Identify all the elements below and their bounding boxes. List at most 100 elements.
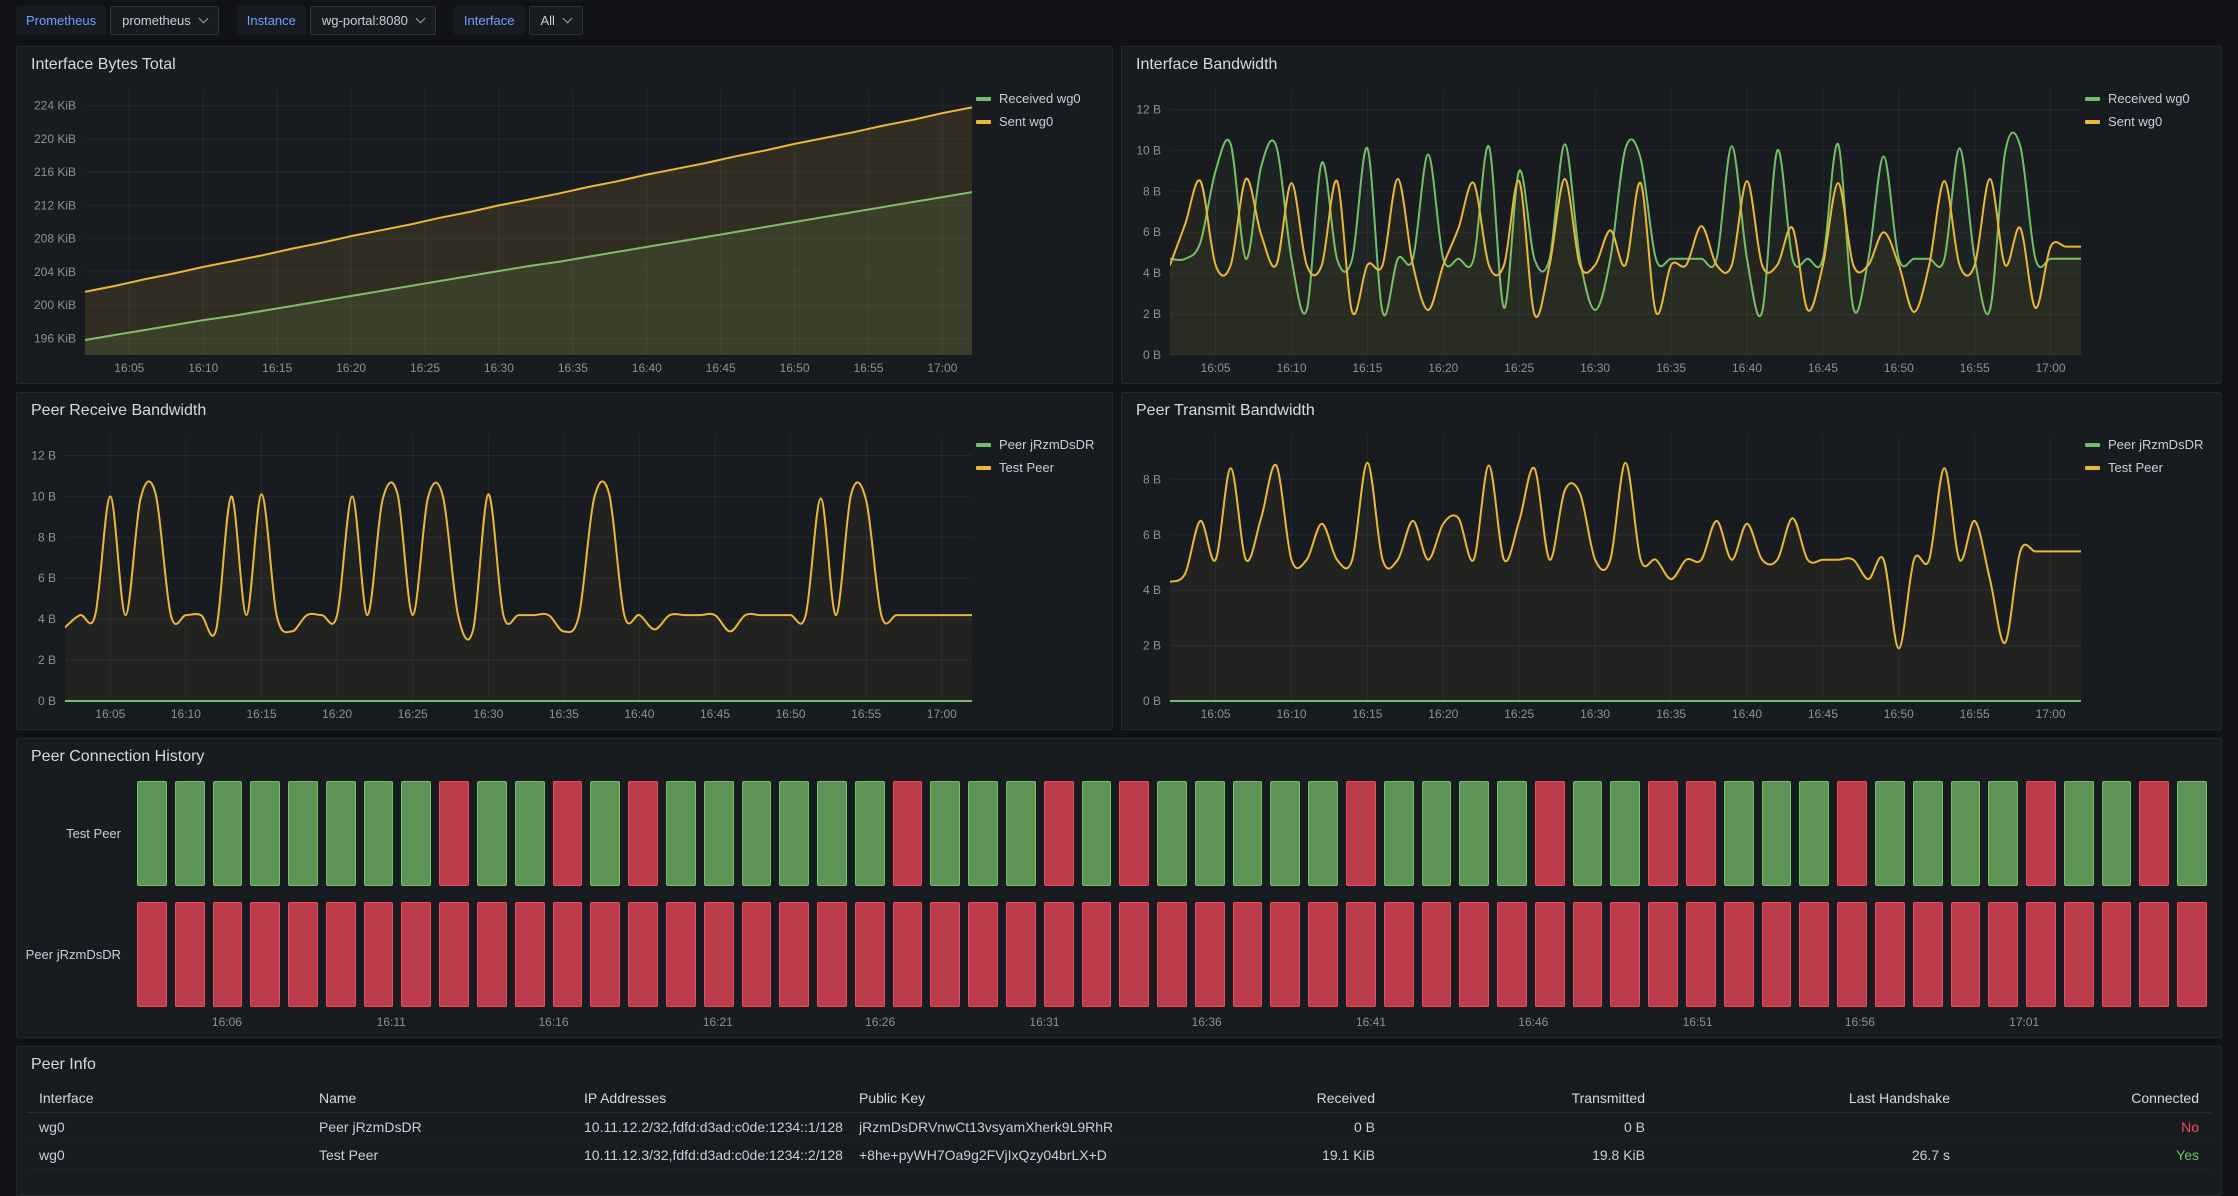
legend-item[interactable]: Sent wg0 bbox=[2085, 114, 2215, 129]
table-header-cell[interactable]: IP Addresses bbox=[584, 1089, 667, 1106]
legend-label: Peer jRzmDsDR bbox=[999, 437, 1095, 452]
timeline-state-bar bbox=[1799, 781, 1830, 886]
panel-interface-bytes-total: Interface Bytes Total 196 KiB 200 KiB 204 … bbox=[16, 46, 1113, 384]
timeline-state-bar bbox=[2026, 781, 2056, 886]
svg-text:8 B: 8 B bbox=[38, 530, 56, 544]
timeline-bars bbox=[137, 781, 2207, 886]
timeline-state-bar bbox=[1950, 781, 1981, 886]
variable-select-prometheus[interactable]: prometheus bbox=[110, 5, 219, 35]
svg-text:16:30: 16:30 bbox=[1580, 361, 1610, 375]
timeline-state-bar bbox=[1761, 902, 1792, 1007]
legend-item[interactable]: Sent wg0 bbox=[976, 114, 1106, 129]
table-header-cell[interactable]: Transmitted bbox=[1571, 1089, 1645, 1106]
table-header-cell[interactable]: Connected bbox=[2131, 1089, 2199, 1106]
legend-item[interactable]: Received wg0 bbox=[2085, 91, 2215, 106]
timeline-state-bar bbox=[1459, 902, 1490, 1007]
svg-text:216 KiB: 216 KiB bbox=[34, 165, 76, 179]
panel-title[interactable]: Interface Bandwidth bbox=[1136, 56, 1278, 73]
variable-select-instance[interactable]: wg-portal:8080 bbox=[309, 5, 436, 35]
timeline-state-bar bbox=[1686, 902, 1716, 1007]
legend-item[interactable]: Test Peer bbox=[2085, 460, 2215, 475]
svg-text:16:25: 16:25 bbox=[398, 707, 428, 721]
timeline-state-bar bbox=[174, 902, 205, 1007]
timeline-state-bar bbox=[2026, 902, 2056, 1007]
table-cell: Yes bbox=[2176, 1146, 2199, 1163]
axis-tick-label: 16:56 bbox=[1844, 1015, 1875, 1029]
time-series-chart[interactable]: 0 B 2 B 4 B 6 B 8 B 16:05 16:10 16:15 16:20 16:25… bbox=[1128, 427, 2085, 725]
svg-text:16:45: 16:45 bbox=[706, 361, 736, 375]
svg-text:16:25: 16:25 bbox=[1504, 361, 1534, 375]
panel-title[interactable]: Peer Receive Bandwidth bbox=[31, 402, 207, 419]
svg-text:12 B: 12 B bbox=[1136, 103, 1161, 117]
svg-text:16:35: 16:35 bbox=[558, 361, 588, 375]
legend-item[interactable]: Peer jRzmDsDR bbox=[2085, 437, 2215, 452]
timeline-state-bar bbox=[2139, 781, 2170, 886]
axis-tick-label: 16:06 bbox=[211, 1015, 242, 1029]
table-header-cell[interactable]: Interface bbox=[39, 1089, 94, 1106]
legend-item[interactable]: Peer jRzmDsDR bbox=[976, 437, 1106, 452]
svg-text:16:20: 16:20 bbox=[1428, 707, 1458, 721]
series-color-swatch bbox=[2085, 465, 2100, 470]
timeline-state-bar bbox=[1799, 902, 1830, 1007]
table-cell: 0 B bbox=[1353, 1118, 1375, 1135]
svg-text:16:10: 16:10 bbox=[1276, 707, 1306, 721]
panel-title[interactable]: Peer Connection History bbox=[31, 748, 205, 765]
panel-title[interactable]: Interface Bytes Total bbox=[31, 56, 176, 73]
timeline-state-bar bbox=[1421, 902, 1452, 1007]
timeline-state-bar bbox=[2139, 902, 2170, 1007]
panel-title[interactable]: Peer Transmit Bandwidth bbox=[1136, 402, 1315, 419]
legend: Received wg0 Sent wg0 bbox=[976, 81, 1106, 379]
svg-text:16:30: 16:30 bbox=[1580, 707, 1610, 721]
table-cell: wg0 bbox=[39, 1146, 65, 1163]
variable-value: wg-portal:8080 bbox=[321, 12, 408, 28]
panel-peer-connection-history: Peer Connection History Test Peer Peer j… bbox=[16, 738, 2222, 1038]
svg-text:16:35: 16:35 bbox=[1656, 707, 1686, 721]
axis-tick-label: 16:31 bbox=[1029, 1015, 1060, 1029]
timeline-state-bar bbox=[779, 781, 810, 886]
svg-text:6 B: 6 B bbox=[1143, 528, 1161, 542]
svg-text:16:05: 16:05 bbox=[95, 707, 125, 721]
timeline-state-bar bbox=[1950, 902, 1981, 1007]
series-color-swatch bbox=[976, 96, 991, 101]
table-cell: 10.11.12.3/32,fdfd:d3ad:c0de:1234::2/128 bbox=[584, 1146, 843, 1163]
table-header-cell[interactable]: Name bbox=[319, 1089, 357, 1106]
table-header-cell[interactable]: Public Key bbox=[859, 1089, 926, 1106]
time-series-chart[interactable]: 0 B 2 B 4 B 6 B 8 B 10 B 12 B 16:05 16:10 16:15 16… bbox=[1128, 81, 2085, 379]
svg-text:17:00: 17:00 bbox=[2036, 361, 2066, 375]
timeline-state-bar bbox=[212, 902, 243, 1007]
variable-select-interface[interactable]: All bbox=[528, 5, 583, 35]
timeline-state-bar bbox=[1308, 902, 1338, 1007]
table-header-cell[interactable]: Received bbox=[1316, 1089, 1375, 1106]
timeline-state-bar bbox=[1686, 781, 1716, 886]
legend: Received wg0 Sent wg0 bbox=[2085, 81, 2215, 379]
timeline-state-bar bbox=[439, 781, 470, 886]
table-cell: No bbox=[2181, 1118, 2199, 1135]
svg-text:16:30: 16:30 bbox=[473, 707, 503, 721]
timeline-state-bar bbox=[477, 781, 507, 886]
axis-tick-label: 17:01 bbox=[2009, 1015, 2040, 1029]
legend-item[interactable]: Test Peer bbox=[976, 460, 1106, 475]
table-row: wg0 Peer jRzmDsDR 10.11.12.2/32,fdfd:d3ad:… bbox=[27, 1113, 2211, 1141]
timeline-state-bar bbox=[703, 781, 734, 886]
timeline-state-bar bbox=[2063, 902, 2094, 1007]
timeline-state-bar bbox=[1383, 781, 1414, 886]
legend-item[interactable]: Received wg0 bbox=[976, 91, 1106, 106]
svg-text:196 KiB: 196 KiB bbox=[34, 331, 76, 345]
table-header-cell[interactable]: Last Handshake bbox=[1848, 1089, 1950, 1106]
timeline-row-label: Test Peer bbox=[66, 826, 121, 841]
panel-title[interactable]: Peer Info bbox=[31, 1056, 96, 1073]
timeline-state-bar bbox=[1346, 781, 1376, 886]
svg-text:2 B: 2 B bbox=[38, 653, 56, 667]
time-series-chart[interactable]: 0 B 2 B 4 B 6 B 8 B 10 B 12 B 16:05 16:10 16:15 16… bbox=[23, 427, 976, 725]
state-timeline[interactable]: Test Peer Peer jRzmDsDR 16:06 16:11 16:16 1… bbox=[25, 781, 2207, 1031]
peer-info-table: Interface Name IP Addresses Public Key Recei… bbox=[27, 1083, 2211, 1195]
timeline-state-bar bbox=[590, 902, 621, 1007]
time-series-chart[interactable]: 196 KiB 200 KiB 204 KiB 208 KiB 212 KiB 216 K… bbox=[23, 81, 976, 379]
timeline-state-bar bbox=[2177, 781, 2207, 886]
timeline-state-bar bbox=[1157, 902, 1187, 1007]
timeline-row: Test Peer bbox=[25, 781, 2207, 886]
series-color-swatch bbox=[2085, 96, 2100, 101]
svg-text:16:05: 16:05 bbox=[114, 361, 144, 375]
svg-text:16:15: 16:15 bbox=[1352, 361, 1382, 375]
timeline-state-bar bbox=[779, 902, 810, 1007]
